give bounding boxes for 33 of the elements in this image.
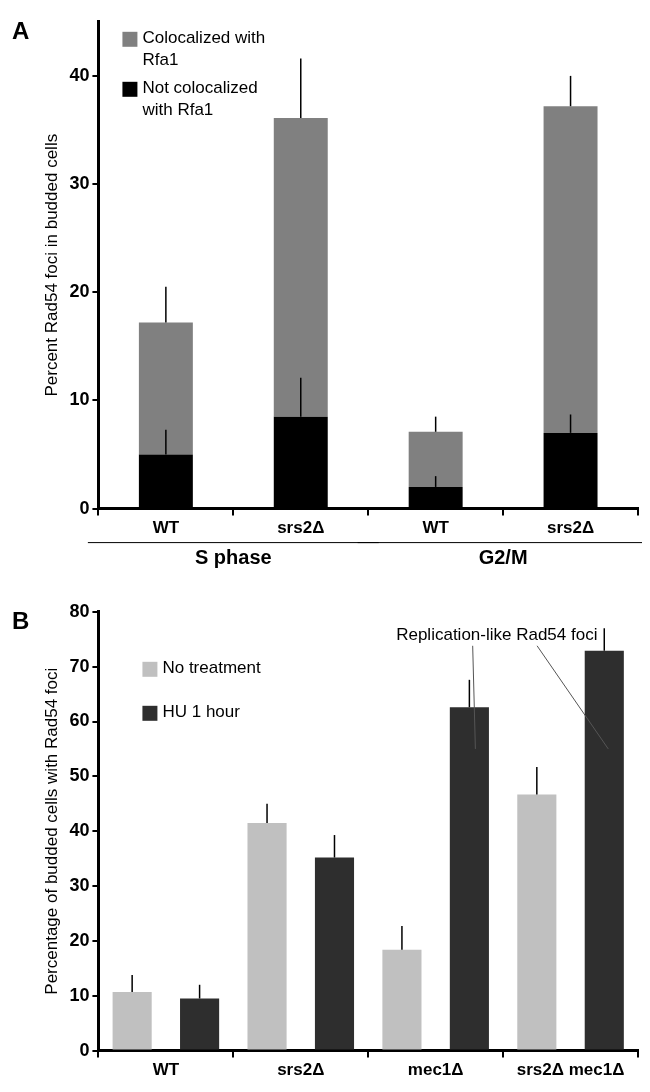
y-axis-title: Percentage of budded cells with Rad54 foci: [41, 667, 61, 995]
chart-title: B: [12, 606, 30, 634]
y-tick-label: 30: [69, 875, 90, 896]
text: S phase: [194, 546, 272, 569]
x-tick-label: srs2Δ: [277, 1060, 325, 1080]
x-tick-label: WT: [152, 1060, 180, 1080]
y-tick-label: 40: [69, 64, 90, 85]
x-tick-label: WT: [422, 518, 450, 538]
x-tick-label: srs2Δ mec1Δ: [516, 1060, 625, 1080]
y-tick-label: 80: [69, 600, 90, 621]
legend-label: HU 1 hour: [162, 701, 241, 721]
y-tick-label: 60: [69, 710, 90, 731]
legend-label: No treatment: [162, 657, 261, 677]
y-tick-label: 10: [69, 984, 90, 1005]
chart-title: A: [12, 16, 30, 44]
y-tick-label: 50: [69, 765, 90, 786]
x-tick-label: srs2Δ: [546, 518, 595, 538]
y-tick-label: 0: [79, 497, 90, 518]
x-tick-label: srs2Δ: [277, 518, 325, 538]
text: G2/M: [478, 546, 528, 569]
legend-label: Not colocalized with Rfa1: [141, 77, 258, 119]
y-tick-label: 70: [69, 655, 90, 676]
x-tick-label: mec1Δ: [407, 1060, 464, 1080]
y-tick-label: 0: [79, 1039, 90, 1060]
y-tick-label: 20: [69, 929, 90, 950]
y-tick-label: 40: [69, 820, 90, 841]
annotation: Replication-like Rad54 foci: [396, 625, 598, 645]
y-tick-label: 30: [69, 173, 90, 194]
x-tick-label: WT: [152, 518, 180, 538]
y-tick-label: 10: [69, 389, 90, 410]
y-axis-title: Percent Rad54 foci in budded cells: [41, 133, 61, 397]
y-tick-label: 20: [69, 281, 90, 302]
legend-label: Colocalized with Rfa1: [142, 27, 266, 69]
